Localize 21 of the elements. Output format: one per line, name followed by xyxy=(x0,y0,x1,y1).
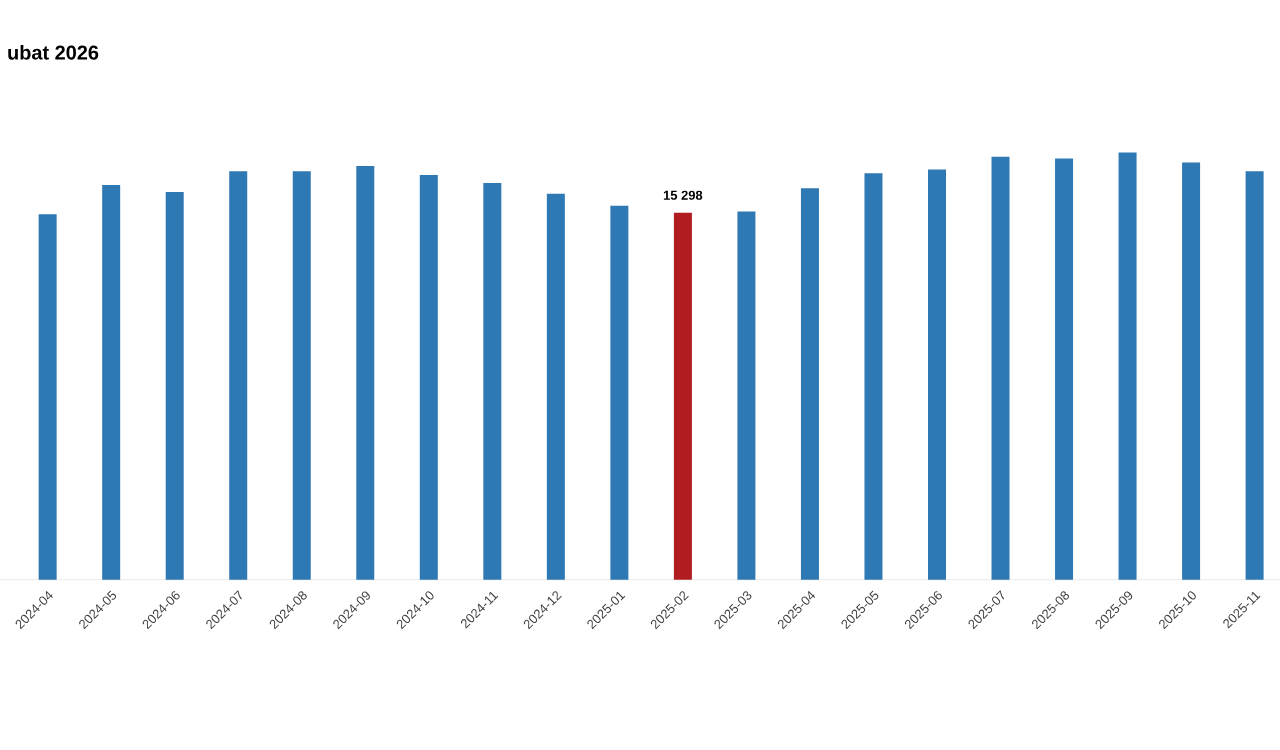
bar xyxy=(38,214,57,580)
bar xyxy=(419,174,438,580)
bar xyxy=(800,188,819,580)
bar xyxy=(737,211,756,580)
bar xyxy=(102,184,121,580)
chart-title: ubat 2026 xyxy=(8,45,99,60)
bar xyxy=(610,205,629,580)
bar xyxy=(356,166,375,580)
bar xyxy=(864,173,883,580)
bar xyxy=(1182,162,1201,580)
bar xyxy=(292,171,311,580)
bar xyxy=(483,183,502,580)
bar xyxy=(991,156,1010,580)
bar xyxy=(927,169,946,580)
bar xyxy=(546,193,565,580)
bar xyxy=(673,212,692,580)
bar xyxy=(229,171,248,580)
bar xyxy=(165,191,184,580)
bar xyxy=(1118,152,1137,580)
bar xyxy=(1055,158,1074,580)
bar xyxy=(1245,171,1264,580)
